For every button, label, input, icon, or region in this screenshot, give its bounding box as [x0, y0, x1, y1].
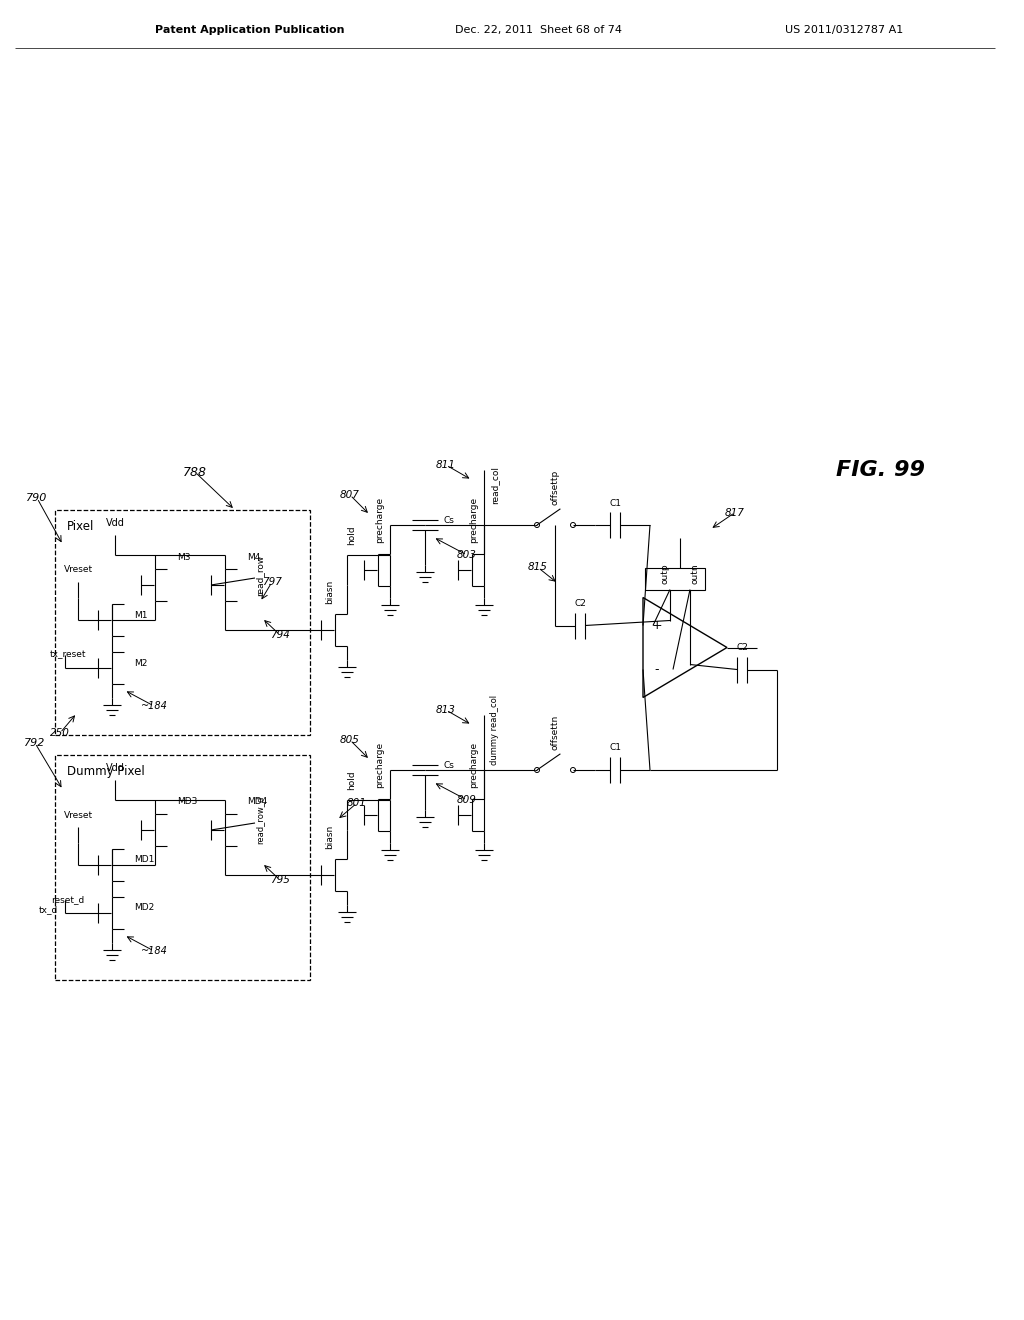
Text: 788: 788 [183, 466, 207, 479]
Text: FIG. 99: FIG. 99 [836, 459, 925, 480]
Text: Dummy Pixel: Dummy Pixel [67, 766, 144, 777]
Text: MD3: MD3 [177, 797, 198, 807]
Text: 250: 250 [50, 729, 70, 738]
Text: Patent Application Publication: Patent Application Publication [155, 25, 344, 36]
Text: ~184: ~184 [140, 701, 168, 711]
Text: Vdd: Vdd [105, 763, 125, 774]
Bar [55, 510, 310, 735]
Text: MD1: MD1 [134, 855, 155, 865]
Text: precharge: precharge [469, 742, 478, 788]
Text: read_row: read_row [255, 554, 264, 595]
Text: Vdd: Vdd [105, 517, 125, 528]
Text: 792: 792 [25, 738, 46, 748]
Text: 797: 797 [262, 577, 282, 587]
Text: 809: 809 [457, 795, 477, 805]
Text: 815: 815 [528, 562, 548, 573]
Text: read_col: read_col [490, 466, 499, 504]
Text: offsettp: offsettp [551, 470, 559, 504]
Text: M3: M3 [177, 553, 190, 561]
Text: Cs: Cs [443, 760, 454, 770]
Text: biasn: biasn [326, 825, 335, 849]
Text: MD2: MD2 [134, 903, 155, 912]
Text: 817: 817 [725, 507, 744, 517]
Text: 794: 794 [270, 630, 290, 640]
Text: 795: 795 [270, 875, 290, 884]
Text: 807: 807 [340, 490, 360, 500]
Text: precharge: precharge [376, 496, 384, 543]
Text: tx_reset: tx_reset [50, 651, 86, 660]
Text: hold: hold [347, 525, 356, 545]
Text: 811: 811 [436, 459, 456, 470]
Text: read_row_d: read_row_d [255, 796, 264, 845]
Text: 790: 790 [27, 492, 48, 503]
Text: +: + [651, 619, 663, 632]
Bar [645, 568, 705, 590]
Text: Vreset: Vreset [63, 565, 92, 574]
Text: outp: outp [660, 564, 670, 583]
Text: ~184: ~184 [140, 946, 168, 956]
Text: C2: C2 [736, 643, 748, 652]
Text: M1: M1 [134, 610, 147, 619]
Text: reset_d: reset_d [51, 895, 85, 904]
Text: dummy read_col: dummy read_col [490, 694, 499, 766]
Text: Vreset: Vreset [63, 810, 92, 820]
Text: biasn: biasn [326, 579, 335, 605]
Text: Pixel: Pixel [67, 520, 94, 533]
Text: US 2011/0312787 A1: US 2011/0312787 A1 [785, 25, 903, 36]
Bar [55, 755, 310, 979]
Text: outn: outn [690, 564, 699, 583]
Text: 801: 801 [347, 799, 367, 808]
Text: Cs: Cs [443, 516, 454, 524]
Text: 805: 805 [340, 735, 360, 744]
Text: precharge: precharge [376, 742, 384, 788]
Text: C2: C2 [574, 599, 586, 609]
Text: -: - [654, 663, 659, 676]
Text: C1: C1 [609, 499, 621, 507]
Text: precharge: precharge [469, 496, 478, 543]
Text: 813: 813 [436, 705, 456, 715]
Text: hold: hold [347, 770, 356, 789]
Text: MD4: MD4 [247, 797, 267, 807]
Text: 803: 803 [457, 550, 477, 560]
Text: Dec. 22, 2011  Sheet 68 of 74: Dec. 22, 2011 Sheet 68 of 74 [455, 25, 622, 36]
Text: M2: M2 [134, 659, 147, 668]
Text: offsettn: offsettn [551, 714, 559, 750]
Text: tx_d: tx_d [39, 906, 58, 915]
Text: M4: M4 [247, 553, 260, 561]
Text: C1: C1 [609, 743, 621, 752]
